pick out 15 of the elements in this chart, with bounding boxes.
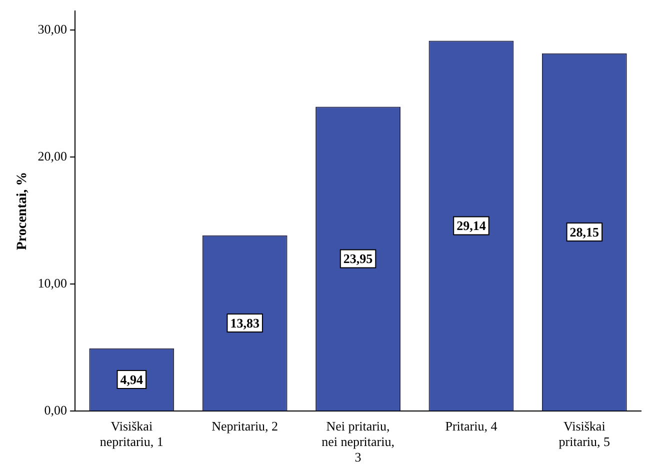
data-label: 28,15 [570,224,600,240]
x-tick-label: Pritariu, 4 [445,418,498,434]
y-tick-label: 0,00 [44,402,68,418]
data-label: 4,94 [120,372,144,387]
y-tick-label: 20,00 [38,148,68,164]
x-tick-label: Visiškai pritariu, 5 [558,418,610,450]
y-axis-title: Procentai, % [15,172,30,250]
y-tick-label: 10,00 [38,276,68,291]
y-tick-label: 30,00 [38,21,68,36]
data-label: 23,95 [343,251,374,266]
data-label: 29,14 [456,218,486,234]
x-tick-label: Visiškai nepritariu, 1 [100,418,164,450]
x-tick-label: Nei pritariu, nei nepritariu, 3 [322,418,394,465]
data-label: 13,83 [230,315,260,330]
x-tick-label: Nepritariu, 2 [212,418,278,434]
